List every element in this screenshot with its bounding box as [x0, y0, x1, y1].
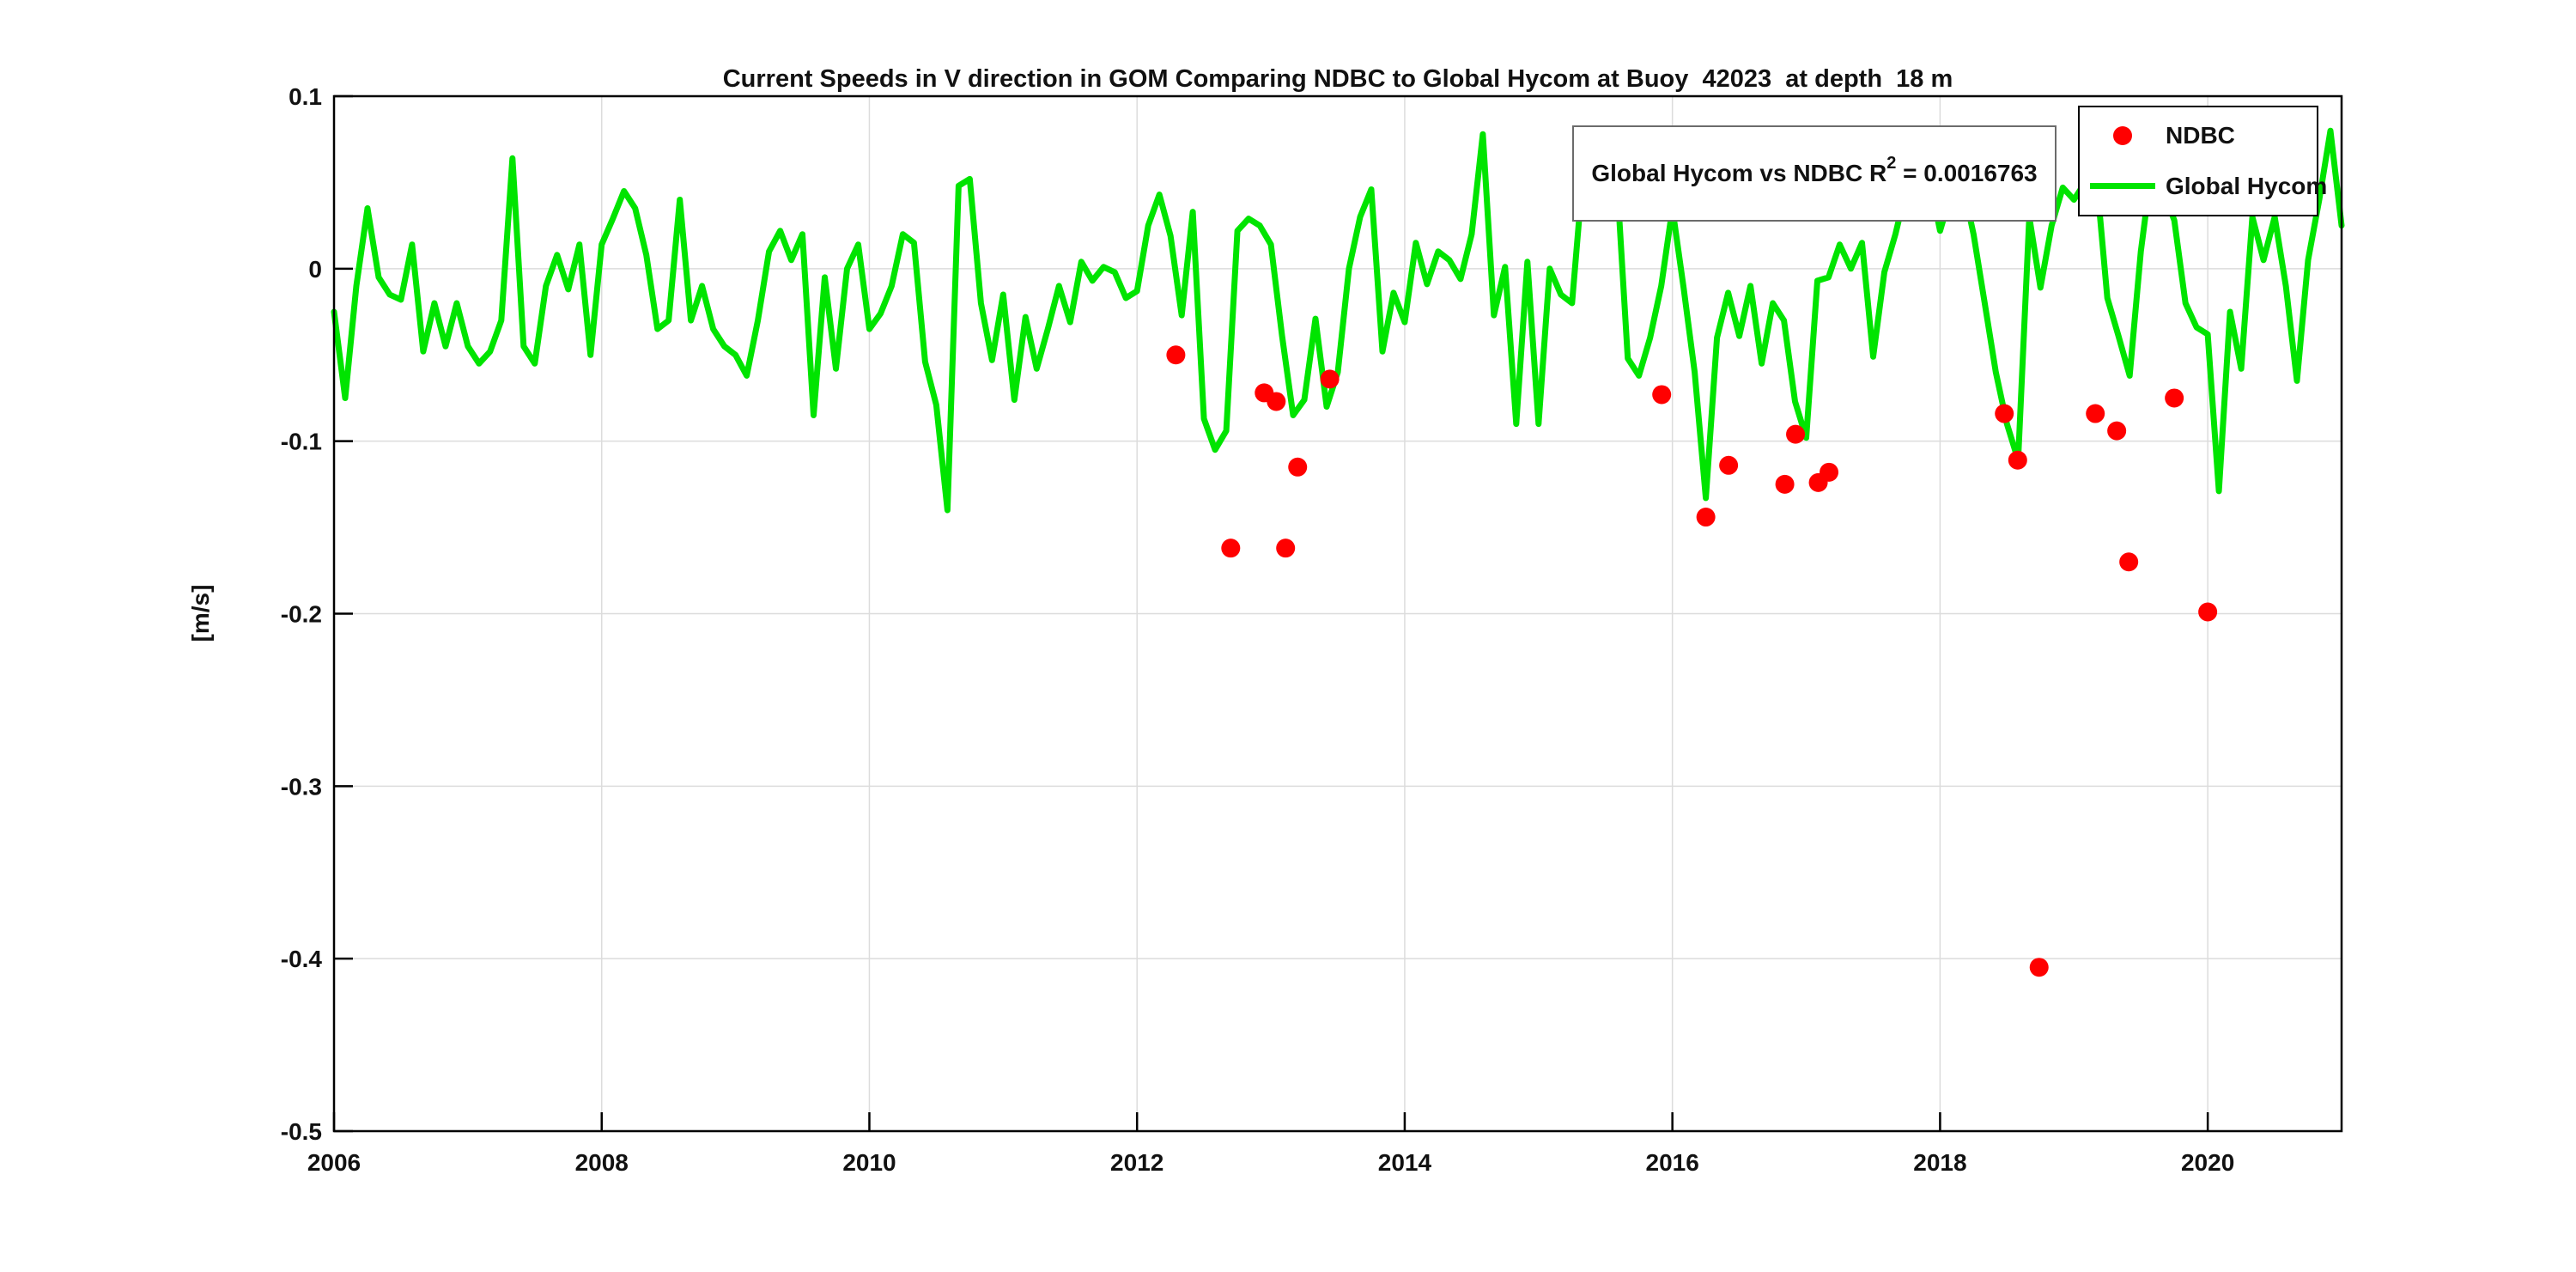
legend-label-ndbc: NDBC: [2166, 122, 2235, 149]
annotation-text: Global Hycom vs NDBC R: [1591, 160, 1887, 186]
ndbc-point: [2165, 388, 2184, 408]
x-tick-label: 2014: [1378, 1149, 1432, 1176]
ndbc-point: [1696, 508, 1716, 527]
ndbc-marker-icon: [2113, 126, 2132, 146]
hycom-line-icon: [2090, 183, 2155, 190]
global-hycom-line: [331, 127, 2345, 514]
ndbc-point: [2198, 602, 2218, 622]
y-tick-label: -0.5: [281, 1118, 322, 1145]
annotation-superscript: 2: [1886, 153, 1897, 173]
ndbc-point: [2029, 958, 2049, 977]
x-tick-label: 2012: [1110, 1149, 1163, 1176]
y-tick-label: 0.1: [289, 83, 322, 110]
ndbc-point: [2008, 450, 2027, 470]
x-tick-label: 2016: [1646, 1149, 1699, 1176]
ndbc-point: [1719, 455, 1739, 475]
y-tick-label: -0.3: [281, 773, 322, 800]
x-tick-label: 2008: [575, 1149, 629, 1176]
y-tick-label: -0.2: [281, 601, 322, 628]
legend-entry-global-hycom: Global Hycom: [2080, 165, 2327, 208]
ndbc-point: [1775, 474, 1795, 494]
ndbc-point: [1267, 392, 1286, 411]
ndbc-point: [2119, 552, 2139, 572]
legend-entry-ndbc: NDBC: [2080, 114, 2317, 157]
ndbc-point: [1820, 462, 1839, 482]
ndbc-point: [2107, 421, 2127, 441]
ndbc-point: [1652, 385, 1672, 405]
legend-marker-col: [2080, 126, 2166, 146]
legend-label-global-hycom: Global Hycom: [2166, 172, 2328, 199]
ndbc-point: [1221, 539, 1241, 558]
chart-title: Current Speeds in V direction in GOM Com…: [722, 65, 1953, 93]
annotation-value: = 0.0016763: [1896, 160, 2038, 186]
ndbc-point: [1786, 424, 1806, 444]
ndbc-point: [1320, 369, 1340, 389]
y-tick-label: 0: [308, 256, 322, 283]
y-axis-label: [m/s]: [187, 584, 214, 642]
ndbc-point: [1995, 404, 2014, 423]
ndbc-point: [1288, 457, 1308, 477]
y-tick-label: -0.4: [281, 946, 323, 972]
ndbc-point: [1276, 539, 1296, 558]
ndbc-point: [2086, 404, 2105, 423]
legend-marker-col: [2080, 183, 2166, 190]
x-tick-label: 2018: [1913, 1149, 1966, 1176]
x-tick-label: 2010: [842, 1149, 896, 1176]
ndbc-point: [1166, 345, 1186, 365]
x-tick-label: 2020: [2181, 1149, 2234, 1176]
legend: NDBC Global Hycom: [2078, 106, 2327, 216]
x-tick-label: 2006: [307, 1149, 361, 1176]
y-tick-label: -0.1: [281, 429, 322, 455]
